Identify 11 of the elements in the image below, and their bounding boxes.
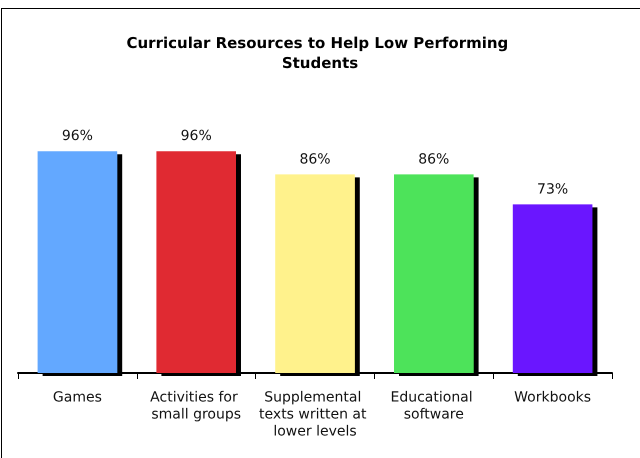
- data-label: 96%: [62, 128, 93, 144]
- data-label: 86%: [299, 151, 331, 168]
- data-label: 96%: [180, 128, 212, 144]
- x-tick-label: Games: [52, 390, 102, 406]
- x-tick-label: Workbooks: [514, 390, 592, 406]
- x-tick-label: Activities for small groups: [150, 390, 242, 422]
- chart-title: Curricular Resources to Help Low Performing Students: [126, 34, 514, 72]
- data-label: 86%: [418, 151, 450, 168]
- data-label: 73%: [537, 181, 568, 198]
- x-tick-label: Supplemental texts written at lower levels: [259, 390, 371, 440]
- x-tick-label: Educational software: [390, 390, 478, 422]
